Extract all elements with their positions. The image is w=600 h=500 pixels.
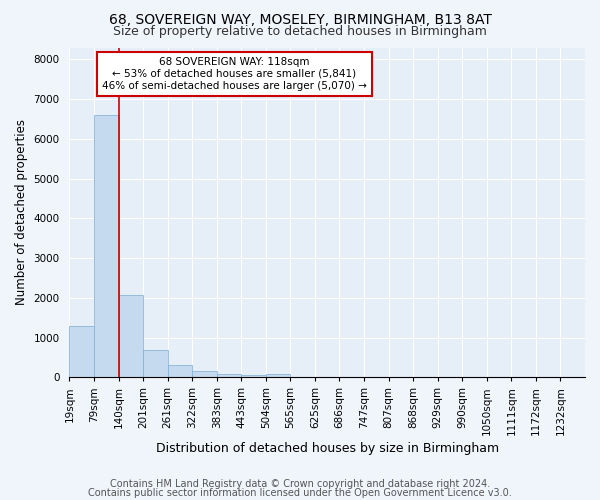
Y-axis label: Number of detached properties: Number of detached properties [15, 120, 28, 306]
Bar [167, 366, 192, 378]
Bar [217, 374, 241, 378]
Text: Contains HM Land Registry data © Crown copyright and database right 2024.: Contains HM Land Registry data © Crown c… [110, 479, 490, 489]
Bar [70, 326, 94, 378]
Bar [94, 115, 119, 378]
Text: 68 SOVEREIGN WAY: 118sqm
← 53% of detached houses are smaller (5,841)
46% of sem: 68 SOVEREIGN WAY: 118sqm ← 53% of detach… [102, 58, 367, 90]
Bar [192, 372, 217, 378]
Text: Size of property relative to detached houses in Birmingham: Size of property relative to detached ho… [113, 25, 487, 38]
Bar [266, 374, 290, 378]
Bar [241, 376, 266, 378]
Bar [143, 350, 167, 378]
X-axis label: Distribution of detached houses by size in Birmingham: Distribution of detached houses by size … [155, 442, 499, 455]
Bar [119, 294, 143, 378]
Text: Contains public sector information licensed under the Open Government Licence v3: Contains public sector information licen… [88, 488, 512, 498]
Text: 68, SOVEREIGN WAY, MOSELEY, BIRMINGHAM, B13 8AT: 68, SOVEREIGN WAY, MOSELEY, BIRMINGHAM, … [109, 12, 491, 26]
